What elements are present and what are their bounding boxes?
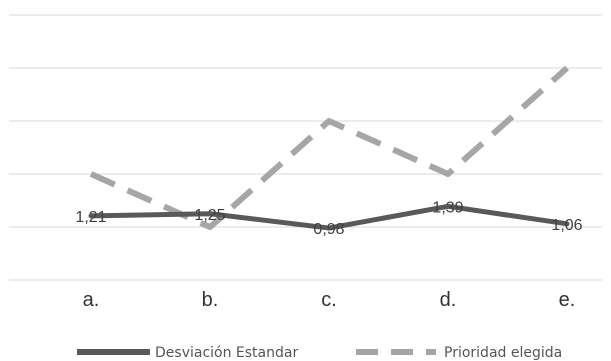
x-tick-label: b.: [202, 289, 219, 311]
data-label: 1,39: [432, 199, 463, 216]
data-labels: 1,21 1,25 0,98 1,39 1,06: [75, 199, 582, 238]
x-tick-label: e.: [559, 289, 576, 311]
legend-label-prioridad-elegida: Prioridad elegida: [444, 345, 562, 361]
series-line-prioridad-elegida: [89, 65, 569, 230]
data-label: 1,06: [551, 217, 582, 234]
series-line-desviacion-estandar: [88, 203, 570, 231]
data-label: 1,21: [75, 209, 106, 226]
gridlines: [9, 14, 602, 281]
x-tick-label: c.: [321, 289, 337, 311]
series-layer: [88, 65, 570, 231]
x-tick-label: d.: [440, 289, 457, 311]
legend-label-desviacion-estandar: Desviación Estandar: [155, 345, 298, 361]
data-label: 0,98: [313, 221, 344, 238]
legend: Desviación Estandar Prioridad elegida: [77, 345, 562, 361]
x-tick-label: a.: [83, 289, 100, 311]
data-label: 1,25: [194, 207, 225, 224]
x-axis: a. b. c. d. e.: [83, 289, 576, 311]
